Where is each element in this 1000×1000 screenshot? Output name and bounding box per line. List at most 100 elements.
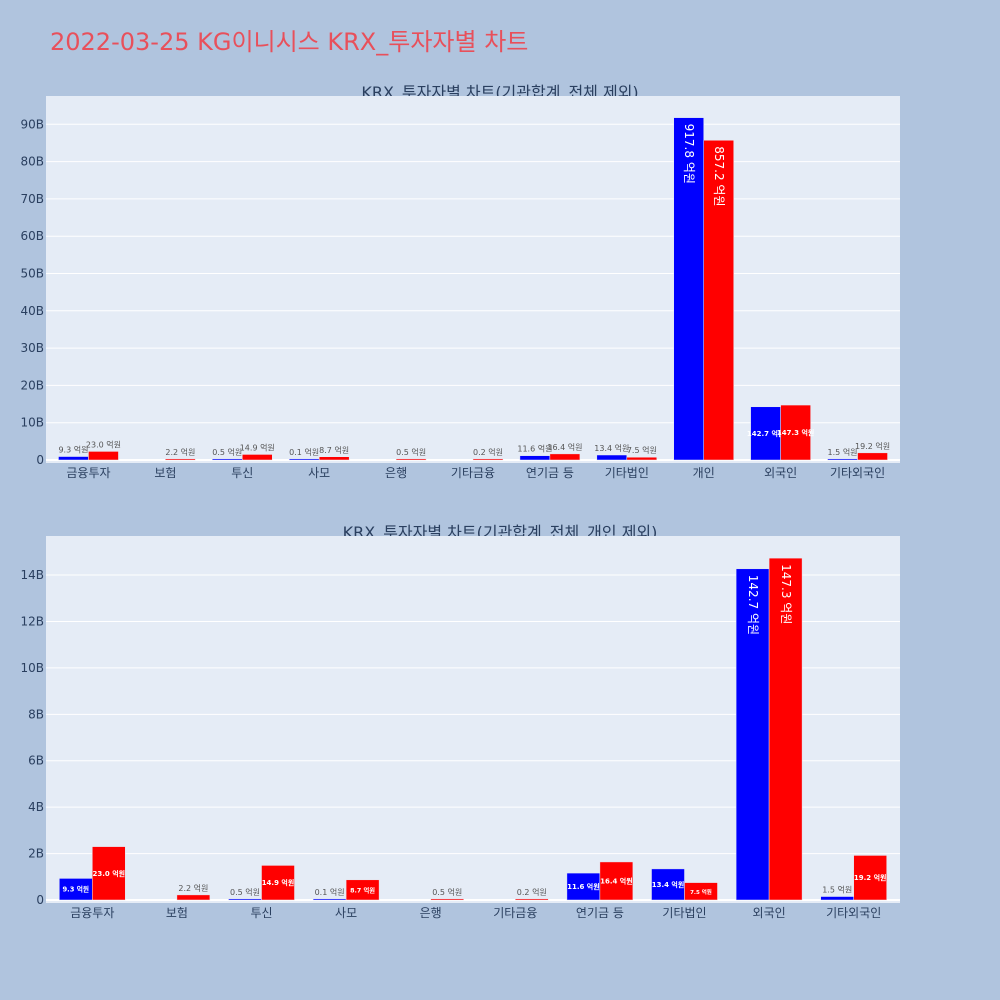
chart-2-data-label: 2.2 억원 [178,883,208,893]
chart-1-x-tick-label: 기타금융 [451,466,495,480]
chart-2-bar [261,865,295,901]
chart-2-x-tick-label: 보험 [166,906,188,920]
chart-1-bar [549,453,581,461]
chart-2-bar [430,898,464,901]
chart-1-y-tick-label: 20B [20,378,44,392]
chart-1-data-label: 16.4 억원 [547,442,582,452]
chart-1-bar [750,406,781,461]
chart-2-y-tick-label: 8B [28,707,44,721]
chart-2-data-label: 1.5 억원 [822,885,852,895]
chart-1-data-label: 2.2 억원 [165,447,195,457]
chart-2-y-tick-label: 14B [20,568,44,582]
chart-1-bar [165,458,196,461]
chart-1-y-tick-label: 50B [20,267,44,281]
chart-1-bar [827,458,858,461]
chart-1-x-tick-label: 투신 [231,466,253,480]
chart-1-x-tick-label: 은행 [385,465,407,480]
chart-1-y-tick-label: 70B [20,192,44,206]
chart-2-data-label: 11.6 억원 [567,882,600,891]
chart-1-bar [318,456,350,461]
chart-2-x-tick-label: 금융투자 [70,906,114,920]
chart-1-x-tick-label: 기타외국인 [830,466,885,480]
chart-1-data-label: 857.2 억원 [712,146,726,206]
chart-2-data-label: 0.5 억원 [230,887,260,897]
chart-2-data-label: 16.4 억원 [600,876,633,885]
chart-1-data-label: 19.2 억원 [855,441,890,451]
chart-1-data-label: 7.5 억원 [627,445,657,455]
chart-1-x-tick-label: 기타법인 [605,466,649,480]
chart-1-bar [472,458,504,461]
chart-1-bar [242,454,273,461]
chart-1-y-tick-label: 80B [20,155,44,169]
chart-2-bar [768,557,803,901]
chart-1-x-tick-label: 연기금 등 [526,466,574,480]
chart-2-y-tick-label: 0 [36,893,44,907]
chart-1-x-tick-label: 외국인 [764,466,797,480]
chart-1-data-label: 23.0 억원 [86,439,121,449]
chart-2-bar [176,894,211,901]
chart-2-x-tick-label: 투신 [250,906,272,920]
chart-1-y-tick-label: 90B [20,117,44,131]
chart-2-bar [820,896,854,901]
chart-1-data-label: 13.4 억원 [594,443,629,453]
chart-1-data-label: 1.5 억원 [828,447,858,457]
chart-1-plot-area [46,96,900,463]
chart-2-data-label: 19.2 억원 [854,873,887,882]
chart-2-y-tick-label: 4B [28,800,44,814]
chart-1-y-tick-label: 60B [20,229,44,243]
chart-2-data-label: 23.0 억원 [93,869,126,878]
chart-2-bar [92,846,126,901]
chart-2-data-label: 0.2 억원 [517,887,547,897]
chart-2-data-label: 13.4 억원 [652,880,685,889]
chart-2-data-label: 0.1 억원 [315,887,345,897]
chart-1-data-label: 0.5 억원 [212,447,242,457]
page-title: 2022-03-25 KG이니시스 KRX_투자자별 차트 [50,28,529,56]
chart-2-x-tick-label: 기타외국인 [826,906,881,920]
chart-2-y-tick-label: 6B [28,754,44,768]
chart-2-bar [735,568,770,901]
chart-2-bar [228,898,262,901]
chart-1-data-label: 11.6 억원 [517,444,552,454]
chart-2-x-tick-label: 외국인 [753,906,786,920]
chart-1-bar [596,454,628,461]
chart-2-data-label: 14.9 억원 [262,878,295,887]
chart-1-data-label: 142.7 억원 [747,429,784,438]
chart-1-bar [58,456,89,461]
chart-2-data-label: 8.7 억원 [350,885,375,894]
chart-1-bar [780,404,811,461]
chart-2-x-tick-label: 기타금융 [493,906,537,920]
chart-2-x-tick-label: 은행 [420,905,442,920]
chart-1-x-tick-label: 금융투자 [66,466,110,480]
chart-2-data-label: 142.7 억원 [746,575,760,635]
chart-1-y-tick-label: 10B [20,416,44,430]
chart-1-y-tick-label: 0 [36,453,44,467]
chart-2-y-tick-label: 12B [20,614,44,628]
chart-1-bar [703,140,734,461]
chart-1-y-tick-label: 40B [20,304,44,318]
chart-2-bar [853,855,887,901]
chart-1-data-label: 0.1 억원 [289,447,319,457]
chart-1-data-label: 8.7 억원 [319,445,349,455]
chart-2-bar [515,898,549,901]
chart-2-bar [566,872,601,901]
chart-2-data-label: 7.5 억원 [690,888,712,896]
chart-1-x-tick-label: 개인 [693,466,715,480]
chart-1-bar [212,458,243,461]
chart-1-bar [857,452,888,461]
chart-1-data-label: 0.2 억원 [473,447,503,457]
chart-1-x-tick-label: 사모 [308,466,330,480]
chart-1-bar [88,451,119,461]
chart-2-x-tick-label: 기타법인 [662,906,706,920]
chart-2-y-tick-label: 10B [20,661,44,675]
chart-2-data-label: 0.5 억원 [432,887,462,897]
chart-1-bar [626,456,658,461]
chart-2-bar [684,882,718,901]
chart-2-x-tick-label: 연기금 등 [576,906,624,920]
chart-1-data-label: 0.5 억원 [396,447,426,457]
chart-1-data-label: 14.9 억원 [240,442,275,452]
chart-2-data-label: 9.3 억원 [62,885,89,894]
chart-1-x-tick-label: 보험 [154,466,176,480]
chart-1-data-label: 9.3 억원 [58,445,88,455]
chart-2-x-tick-label: 사모 [335,906,357,920]
